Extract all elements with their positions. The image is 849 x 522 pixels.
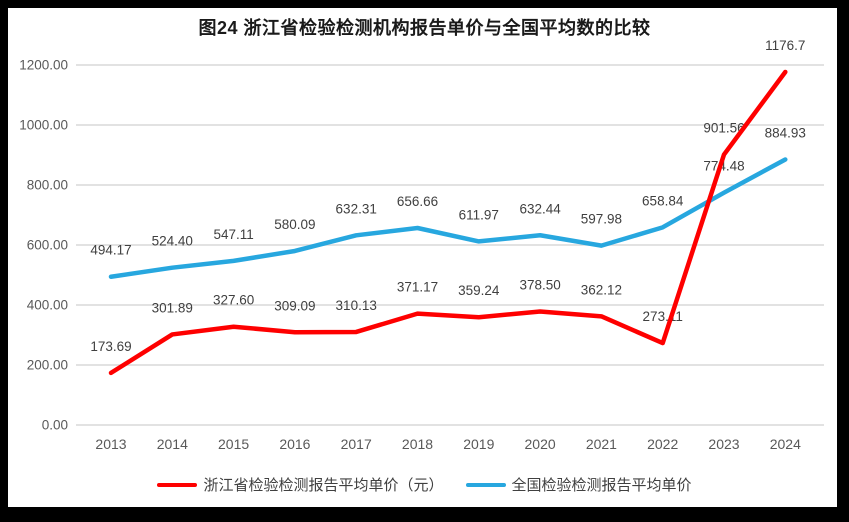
- data-label-zhejiang: 362.12: [581, 282, 622, 297]
- legend-item-zhejiang: 浙江省检验检测报告平均单价（元）: [157, 474, 444, 495]
- y-axis-tick-label: 600.00: [27, 238, 68, 253]
- x-axis-tick-label: 2020: [525, 436, 556, 452]
- y-axis-tick-label: 1200.00: [19, 58, 68, 73]
- x-axis-tick-label: 2022: [647, 436, 678, 452]
- y-axis-tick-label: 800.00: [27, 178, 68, 193]
- data-label-zhejiang: 301.89: [152, 300, 193, 315]
- data-label-zhejiang: 327.60: [213, 293, 254, 308]
- data-label-zhejiang: 901.56: [703, 121, 744, 136]
- data-label-national: 547.11: [213, 227, 253, 242]
- y-axis-tick-label: 400.00: [27, 298, 68, 313]
- data-label-zhejiang: 378.50: [519, 277, 560, 292]
- data-label-national: 597.98: [581, 212, 622, 227]
- x-axis-tick-label: 2024: [770, 436, 801, 452]
- data-label-zhejiang: 173.69: [90, 339, 131, 354]
- legend-label-national: 全国检验检测报告平均单价: [511, 477, 692, 494]
- data-label-national: 494.17: [90, 243, 131, 258]
- data-label-national: 774.48: [703, 159, 744, 174]
- data-label-zhejiang: 309.09: [274, 298, 315, 313]
- chart-legend: 浙江省检验检测报告平均单价（元） 全国检验检测报告平均单价: [0, 474, 849, 495]
- chart-panel: [8, 8, 837, 507]
- legend-item-national: 全国检验检测报告平均单价: [465, 474, 692, 495]
- chart-title: 图24 浙江省检验检测机构报告单价与全国平均数的比较: [198, 18, 651, 38]
- x-axis-tick-label: 2014: [157, 436, 188, 452]
- y-axis-tick-label: 0.00: [42, 418, 68, 433]
- zhejiang-series-line-swatch: [157, 482, 198, 487]
- data-label-zhejiang: 273.11: [643, 309, 683, 324]
- x-axis-tick-label: 2017: [341, 436, 372, 452]
- x-axis-tick-label: 2021: [586, 436, 617, 452]
- national-series-line-swatch: [465, 482, 506, 487]
- data-label-zhejiang: 310.13: [336, 298, 377, 313]
- x-axis-tick-label: 2016: [279, 436, 310, 452]
- data-label-zhejiang: 371.17: [397, 280, 438, 295]
- y-axis-tick-label: 200.00: [27, 358, 68, 373]
- data-label-national: 658.84: [642, 193, 684, 208]
- data-label-national: 884.93: [765, 126, 806, 141]
- data-label-national: 580.09: [274, 217, 315, 232]
- x-axis-tick-label: 2018: [402, 436, 433, 452]
- x-axis-tick-label: 2013: [95, 436, 126, 452]
- national-series-line: [108, 157, 788, 279]
- x-axis-tick-label: 2015: [218, 436, 249, 452]
- data-label-national: 632.31: [336, 201, 377, 216]
- zhejiang-series-line: [108, 69, 788, 376]
- data-label-national: 524.40: [152, 234, 193, 249]
- data-label-zhejiang: 359.24: [458, 283, 500, 298]
- y-axis-tick-label: 1000.00: [19, 118, 68, 133]
- data-label-national: 632.44: [519, 201, 561, 216]
- data-label-zhejiang: 1176.7: [765, 38, 805, 53]
- x-axis-tick-label: 2019: [463, 436, 494, 452]
- data-label-national: 611.97: [459, 207, 499, 222]
- legend-label-zhejiang: 浙江省检验检测报告平均单价（元）: [203, 477, 444, 494]
- x-axis-tick-label: 2023: [708, 436, 739, 452]
- data-label-national: 656.66: [397, 194, 438, 209]
